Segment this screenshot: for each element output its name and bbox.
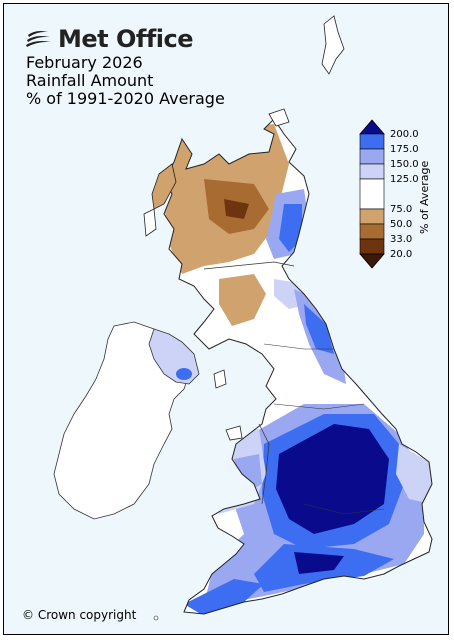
- colour-bar-bottom-arrow: [359, 253, 385, 269]
- brand-name: Met Office: [58, 25, 194, 53]
- copyright-notice: © Crown copyright: [22, 608, 137, 622]
- legend-tick-75: 75.0: [390, 204, 413, 215]
- title-variable: Rainfall Amount: [26, 71, 154, 90]
- met-office-swoosh-icon: [26, 31, 51, 47]
- colour-bar-top-arrow: [359, 119, 385, 135]
- uk-rainfall-map: [53, 15, 433, 621]
- title-baseline: % of 1991-2020 Average: [26, 89, 225, 108]
- legend-tick-50: 50.0: [390, 219, 413, 230]
- legend-tick-150: 150.0: [390, 159, 419, 170]
- met-office-logo: Met Office: [26, 25, 194, 53]
- legend-tick-200: 200.0: [390, 129, 419, 140]
- legend-tick-175: 175.0: [390, 144, 419, 155]
- map-frame: Met Office February 2026 Rainfall Amount…: [3, 3, 449, 635]
- legend-tick-125: 125.0: [390, 174, 419, 185]
- legend-tick-20: 20.0: [390, 249, 413, 260]
- legend-tick-33: 33.0: [390, 234, 413, 245]
- title-period: February 2026: [26, 53, 143, 72]
- colour-bar: [359, 119, 385, 269]
- legend-title: % of Average: [418, 160, 431, 234]
